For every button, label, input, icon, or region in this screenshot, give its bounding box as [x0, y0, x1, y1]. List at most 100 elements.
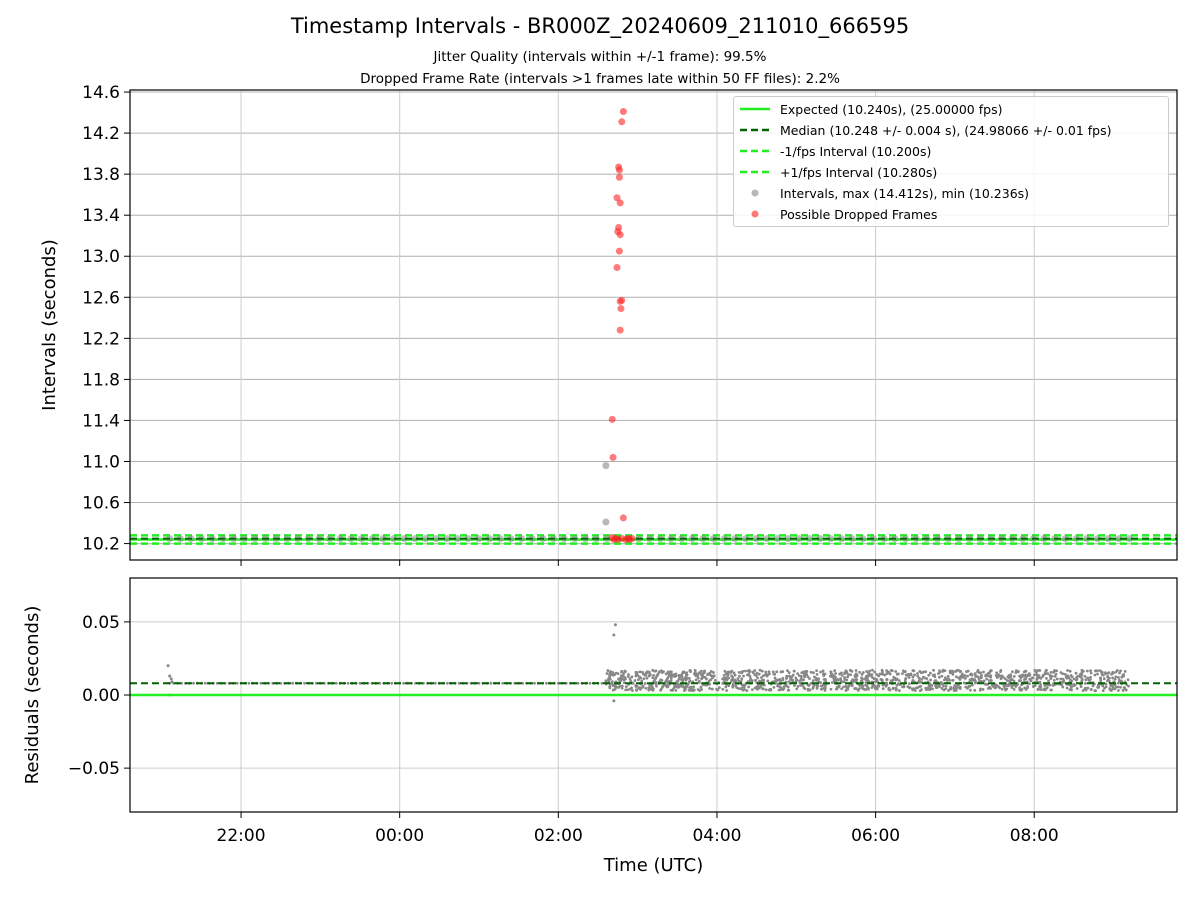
- dropped-frame-point: [616, 326, 624, 334]
- top-y-tick-label: 12.2: [82, 329, 120, 349]
- residual-point: [804, 670, 808, 674]
- residual-point: [887, 686, 891, 690]
- residual-point: [612, 699, 616, 703]
- residual-point: [808, 677, 811, 681]
- residual-point: [979, 687, 982, 691]
- residual-point: [969, 673, 972, 676]
- residual-point: [753, 669, 757, 672]
- residual-point: [1100, 670, 1103, 674]
- residual-point: [854, 675, 858, 679]
- residual-point: [1035, 676, 1039, 679]
- residual-point: [891, 686, 895, 690]
- residual-point: [761, 687, 764, 690]
- residual-point: [859, 683, 863, 687]
- residual-point: [875, 679, 879, 683]
- residual-point: [1010, 685, 1014, 688]
- dropped-frame-point: [616, 297, 624, 305]
- residual-point: [1000, 687, 1004, 691]
- residual-point: [1038, 680, 1042, 684]
- residual-point: [655, 673, 659, 677]
- residual-point: [737, 687, 741, 690]
- residual-point: [1039, 688, 1043, 692]
- residual-point: [781, 676, 785, 680]
- residual-point: [739, 679, 743, 683]
- residual-point: [378, 681, 382, 685]
- residual-point: [1052, 678, 1056, 682]
- bottom-x-tick-label: 06:00: [851, 826, 900, 846]
- residual-point: [1012, 687, 1016, 691]
- residual-point: [358, 681, 362, 685]
- residual-point: [669, 679, 673, 683]
- residual-point: [773, 676, 777, 680]
- interval-point: [1083, 535, 1091, 543]
- residual-point: [696, 676, 700, 680]
- residual-point: [1102, 677, 1106, 681]
- residual-point: [259, 681, 263, 685]
- residual-point: [642, 677, 646, 681]
- residual-point: [291, 681, 295, 685]
- residual-point: [1111, 687, 1115, 691]
- residual-point: [1044, 669, 1048, 673]
- residual-point: [881, 671, 884, 675]
- residual-point: [834, 672, 838, 675]
- residual-point: [717, 686, 721, 690]
- bottom-y-tick-label: −0.05: [68, 759, 120, 779]
- residual-point: [620, 686, 624, 690]
- interval-point: [1093, 535, 1101, 543]
- residual-point: [169, 677, 173, 681]
- residual-point: [1122, 673, 1125, 676]
- residual-point: [984, 673, 988, 677]
- residual-point: [1014, 671, 1018, 675]
- residual-point: [1021, 673, 1025, 677]
- dropped-frame-point: [613, 194, 621, 202]
- residual-point: [773, 672, 777, 676]
- residual-point: [903, 679, 907, 683]
- residual-point: [919, 684, 923, 688]
- residual-point: [979, 671, 983, 675]
- residual-point: [644, 686, 648, 690]
- residual-point: [753, 686, 757, 690]
- residual-point: [635, 684, 639, 688]
- interval-point: [827, 535, 835, 543]
- residual-point: [741, 685, 745, 689]
- interval-point: [390, 535, 398, 543]
- residual-point: [402, 681, 406, 685]
- residual-point: [1074, 678, 1078, 682]
- residual-point: [666, 680, 670, 683]
- residual-point: [949, 687, 953, 691]
- residual-point: [1048, 683, 1052, 687]
- residual-point: [854, 669, 858, 672]
- residual-point: [850, 669, 854, 673]
- residual-point: [832, 679, 836, 683]
- residual-point: [819, 681, 822, 685]
- residual-point: [1114, 675, 1118, 679]
- residual-point: [754, 678, 757, 682]
- interval-point: [742, 535, 750, 543]
- residual-point: [457, 681, 461, 685]
- residual-point: [971, 683, 974, 687]
- residual-point: [747, 669, 751, 673]
- bottom-x-tick-label: 02:00: [534, 826, 583, 846]
- residual-point: [1055, 677, 1059, 681]
- residual-point: [779, 670, 783, 674]
- residual-point: [815, 673, 819, 676]
- legend-symbol-intervals: [751, 189, 759, 197]
- residual-point: [726, 672, 730, 676]
- residual-point: [839, 677, 843, 680]
- interval-point: [400, 535, 408, 543]
- residual-point: [792, 669, 796, 673]
- dropped-frame-point: [615, 166, 623, 174]
- residual-point: [1049, 688, 1053, 692]
- residual-point: [390, 681, 394, 685]
- residual-point: [608, 677, 612, 681]
- residual-point: [635, 689, 638, 692]
- residual-point: [630, 686, 633, 690]
- residual-point: [958, 687, 962, 691]
- residual-point: [1036, 688, 1040, 691]
- residual-point: [1075, 675, 1079, 679]
- residual-point: [713, 678, 717, 682]
- residual-point: [1044, 672, 1047, 676]
- residual-point: [851, 679, 855, 683]
- residual-point: [617, 677, 620, 681]
- residual-point: [994, 686, 998, 689]
